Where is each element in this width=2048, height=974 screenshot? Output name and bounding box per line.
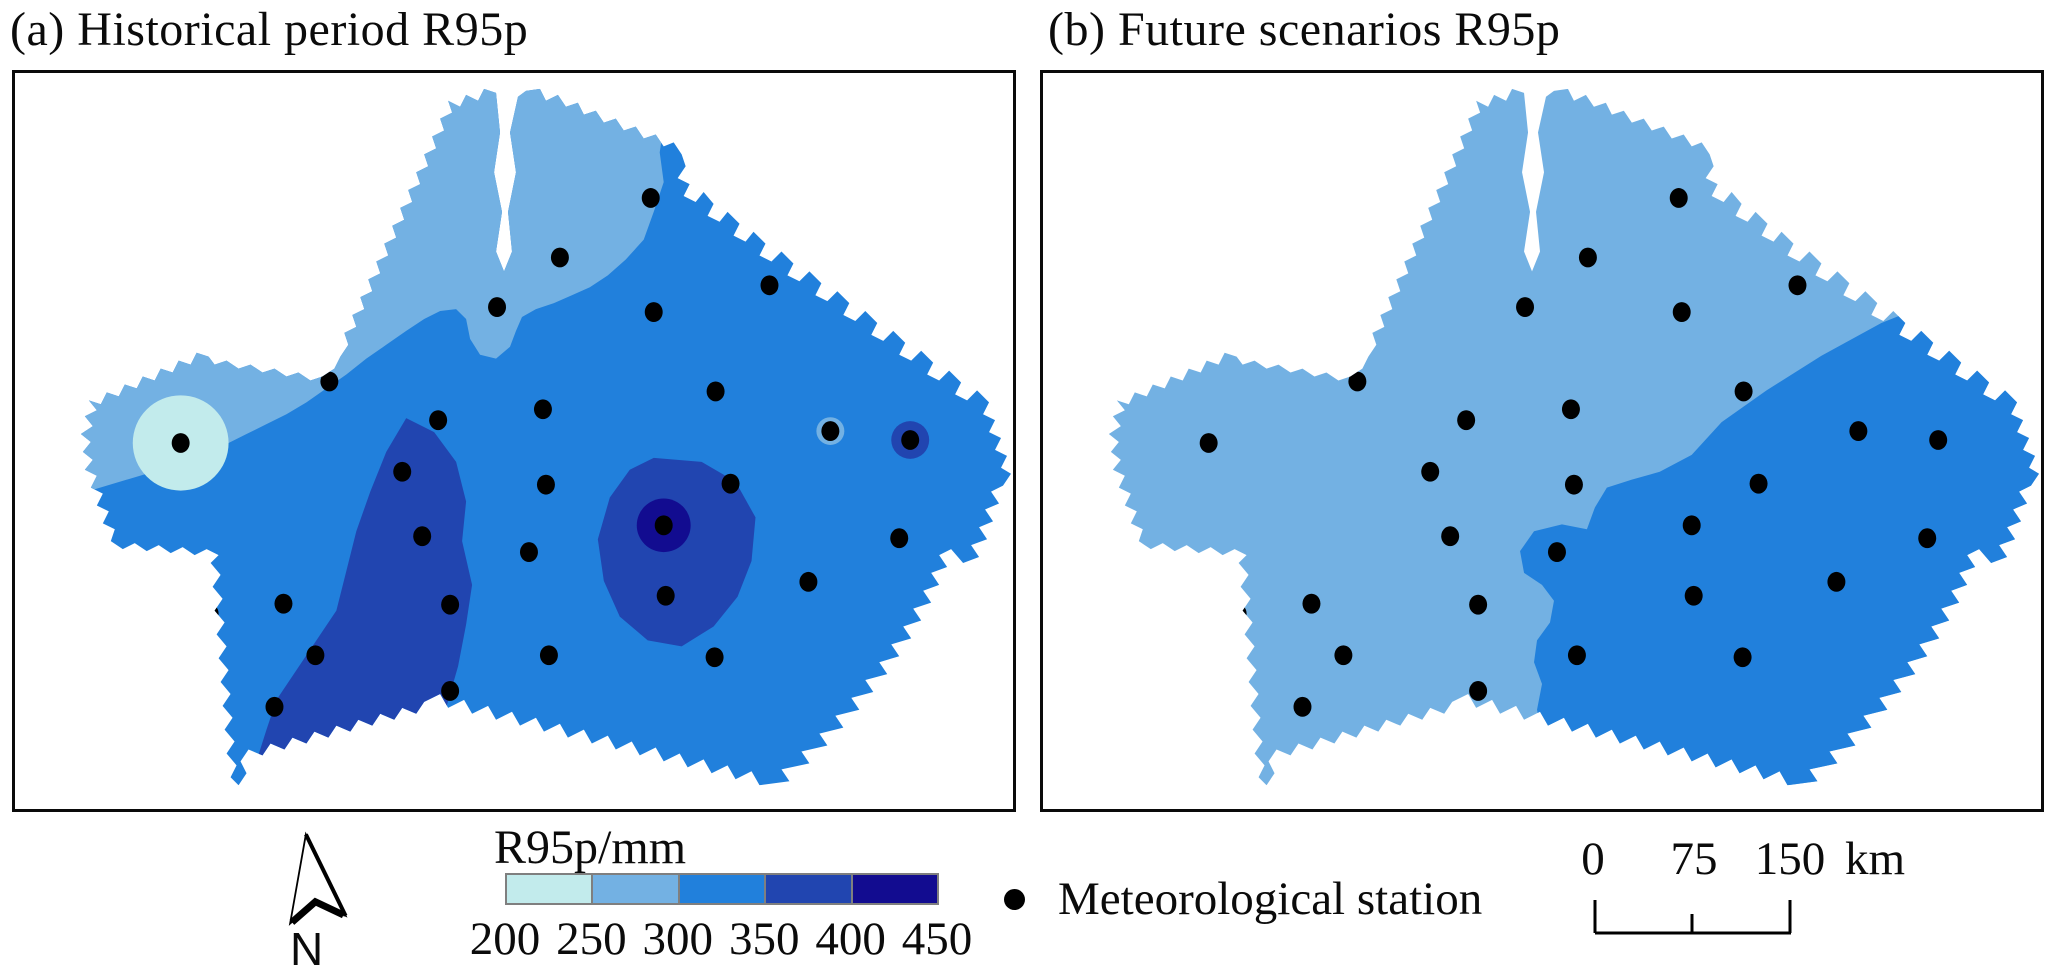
station-dot: [1567, 645, 1586, 666]
scale-label-75: 75: [1670, 833, 1718, 885]
legend-swatch-250-300: [591, 873, 680, 905]
legend-break-350: 350: [728, 913, 800, 965]
station-dot: [1199, 433, 1218, 453]
north-arrow-label: N: [290, 923, 324, 974]
legend-swatch-400-450: [850, 873, 940, 905]
station-dot: [1827, 571, 1846, 592]
station-dot: [901, 430, 920, 450]
scale-bar: [1593, 900, 1792, 935]
station-dot: [536, 474, 555, 495]
region-a-350-400-central: [597, 457, 756, 647]
station-dot: [1672, 302, 1691, 322]
station-dot: [1441, 526, 1460, 547]
station-dot: [1929, 430, 1948, 450]
map-panel-a: [12, 70, 1016, 812]
legend-swatch-350-400: [764, 873, 853, 905]
station-dot: [641, 188, 660, 208]
station-dot: [306, 645, 325, 666]
station-dot: [265, 696, 284, 717]
station-dot: [1228, 603, 1247, 624]
station-dot: [1334, 645, 1353, 666]
station-dot: [654, 515, 673, 536]
station-dot: [821, 421, 840, 441]
station-dot: [1749, 473, 1768, 494]
station-dot: [320, 371, 339, 392]
station-dot: [429, 410, 448, 431]
legend-break-labels: 200 250 300 350 400 450: [470, 912, 973, 965]
panel-a-title: (a) Historical period R95p: [10, 3, 529, 56]
scale-unit-label: km: [1845, 833, 1906, 885]
station-dot: [706, 381, 725, 402]
station-dot: [1927, 244, 1946, 265]
station-dot: [1348, 371, 1367, 392]
station-dot: [539, 645, 558, 666]
station-legend-label: Meteorological station: [1058, 873, 1483, 925]
station-dot: [705, 647, 724, 668]
station-dot: [899, 244, 918, 265]
station-dot: [760, 275, 779, 296]
legend-title: R95p/mm: [494, 821, 687, 874]
station-dot: [1564, 474, 1583, 495]
legend-break-200: 200: [469, 913, 541, 965]
station-dot: [1421, 461, 1440, 482]
map-b-svg: [1108, 88, 2040, 786]
station-dot: [413, 526, 432, 547]
station-dot: [519, 542, 538, 563]
station-dot: [200, 603, 219, 624]
station-dot: [1547, 542, 1566, 563]
station-dot: [393, 461, 412, 482]
station-dot: [656, 585, 675, 606]
station-dot: [1469, 681, 1488, 701]
region-a-350-400-northeast: [879, 201, 938, 347]
station-legend-dot-icon: [1004, 889, 1025, 910]
station-dot: [488, 297, 507, 318]
station-dot: [441, 681, 460, 701]
station-dot: [1926, 307, 1945, 327]
legend-swatch-row: [505, 873, 940, 905]
legend-break-250: 250: [556, 913, 627, 965]
legend-swatch-300-350: [677, 873, 767, 905]
panel-b-title: (b) Future scenarios R95p: [1048, 3, 1561, 56]
map-a-svg: [80, 88, 1012, 786]
station-dot: [1302, 593, 1321, 614]
station-dot: [1669, 188, 1688, 208]
station-dot: [274, 593, 293, 614]
station-dot: [799, 571, 818, 592]
station-dot: [898, 307, 917, 327]
scale-label-150: 150: [1754, 833, 1826, 885]
north-arrow-icon: [288, 831, 348, 926]
stations-layer-b: [1199, 188, 1948, 717]
legend-break-400: 400: [815, 913, 886, 965]
station-dot: [1849, 421, 1868, 441]
station-dot: [441, 594, 460, 615]
map-panel-b: [1040, 70, 2044, 812]
station-dot: [644, 302, 663, 322]
station-dot: [1293, 696, 1312, 717]
station-dot: [1578, 247, 1597, 268]
station-dot: [1734, 381, 1753, 402]
station-dot: [1516, 297, 1535, 318]
station-dot: [1469, 594, 1488, 615]
legend-break-300: 300: [642, 913, 714, 965]
station-dot: [1561, 399, 1580, 420]
legend-break-450: 450: [901, 913, 973, 965]
station-dot: [890, 528, 909, 549]
station-dot: [1457, 410, 1476, 431]
station-dot: [721, 473, 740, 494]
station-dot: [1918, 528, 1937, 549]
station-dot: [1682, 515, 1701, 536]
station-dot: [1684, 585, 1703, 606]
station-dot: [1733, 647, 1752, 668]
legend-swatch-200-250: [505, 873, 594, 905]
station-dot: [533, 399, 552, 420]
station-dot: [171, 433, 190, 453]
station-dot: [550, 247, 569, 268]
station-dot: [1788, 275, 1807, 296]
region-a-350-400-southwest: [254, 418, 473, 786]
scale-label-0: 0: [1581, 833, 1605, 885]
